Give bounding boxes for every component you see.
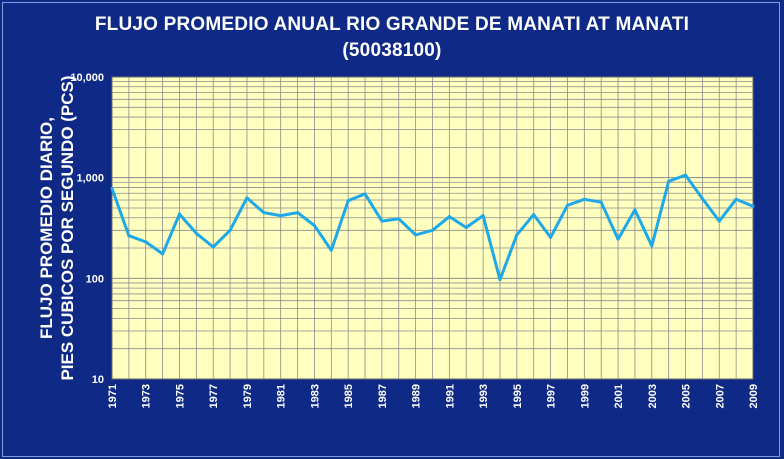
data-point bbox=[498, 278, 502, 282]
chart-title: FLUJO PROMEDIO ANUAL RIO GRANDE DE MANAT… bbox=[94, 14, 690, 35]
data-point bbox=[464, 225, 468, 229]
data-point bbox=[177, 212, 181, 216]
data-point bbox=[515, 233, 519, 237]
x-tick-label: 1987 bbox=[377, 384, 389, 408]
x-tick-label: 1977 bbox=[208, 384, 220, 408]
data-point bbox=[565, 203, 569, 207]
data-point bbox=[380, 219, 384, 223]
data-point bbox=[650, 244, 654, 248]
data-point bbox=[599, 200, 603, 204]
data-point bbox=[397, 217, 401, 221]
x-tick-label: 1995 bbox=[512, 384, 524, 408]
data-point bbox=[346, 199, 350, 203]
data-point bbox=[194, 231, 198, 235]
x-tick-labels: 1971 1973 1975 1977 1979 1981 1983 1985 1987 1989… bbox=[107, 384, 760, 408]
series-layer bbox=[110, 173, 755, 282]
data-point bbox=[144, 240, 148, 244]
y-tick-label: 1,000 bbox=[76, 173, 104, 185]
data-point bbox=[751, 204, 755, 208]
data-point bbox=[717, 219, 721, 223]
data-point bbox=[110, 187, 114, 191]
data-point bbox=[312, 223, 316, 227]
data-point bbox=[431, 228, 434, 232]
data-point bbox=[228, 228, 232, 232]
x-tick-label: 1981 bbox=[276, 384, 288, 408]
x-tick-label: 1971 bbox=[107, 384, 119, 408]
data-point bbox=[633, 208, 637, 212]
x-tick-label: 1975 bbox=[174, 384, 186, 408]
x-tick-label: 2001 bbox=[613, 384, 625, 408]
x-tick-label: 1993 bbox=[478, 384, 490, 408]
data-point bbox=[582, 197, 586, 201]
data-point bbox=[667, 179, 671, 183]
data-point bbox=[279, 214, 283, 218]
x-tick-label: 2003 bbox=[647, 384, 659, 408]
data-point bbox=[211, 245, 215, 249]
x-tick-label: 2009 bbox=[748, 384, 760, 408]
data-point bbox=[414, 233, 418, 237]
y-tick-label: 10 bbox=[92, 374, 104, 386]
data-point bbox=[245, 196, 249, 200]
x-tick-label: 1997 bbox=[546, 384, 558, 408]
data-point bbox=[684, 173, 688, 177]
data-point bbox=[363, 192, 367, 196]
chart-subtitle: (50038100) bbox=[342, 40, 442, 61]
data-point bbox=[549, 235, 553, 239]
x-tick-label: 1991 bbox=[444, 384, 456, 408]
data-point bbox=[481, 214, 485, 218]
x-tick-label: 1989 bbox=[411, 384, 423, 408]
data-point bbox=[700, 197, 704, 201]
x-tick-label: 1979 bbox=[242, 384, 254, 408]
data-point bbox=[329, 248, 333, 252]
grid-lines bbox=[112, 77, 753, 379]
x-tick-label: 1999 bbox=[579, 384, 591, 408]
data-point bbox=[262, 211, 266, 215]
x-tick-label: 1983 bbox=[309, 384, 321, 408]
data-point bbox=[447, 215, 451, 219]
x-tick-label: 2005 bbox=[681, 384, 693, 408]
x-tick-label: 1973 bbox=[141, 384, 153, 408]
y-tick-labels: 10,000 1,000 100 10 bbox=[70, 72, 104, 386]
chart-title-block: FLUJO PROMEDIO ANUAL RIO GRANDE DE MANAT… bbox=[0, 12, 784, 64]
y-tick-label: 100 bbox=[86, 273, 104, 285]
data-point bbox=[296, 211, 300, 215]
data-point bbox=[127, 234, 131, 238]
data-point bbox=[532, 213, 536, 217]
data-point bbox=[734, 197, 738, 201]
data-point bbox=[161, 252, 165, 256]
x-tick-label: 2007 bbox=[714, 384, 726, 408]
data-point bbox=[616, 237, 620, 241]
y-tick-label: 10,000 bbox=[70, 72, 104, 84]
x-tick-label: 1985 bbox=[343, 384, 355, 408]
